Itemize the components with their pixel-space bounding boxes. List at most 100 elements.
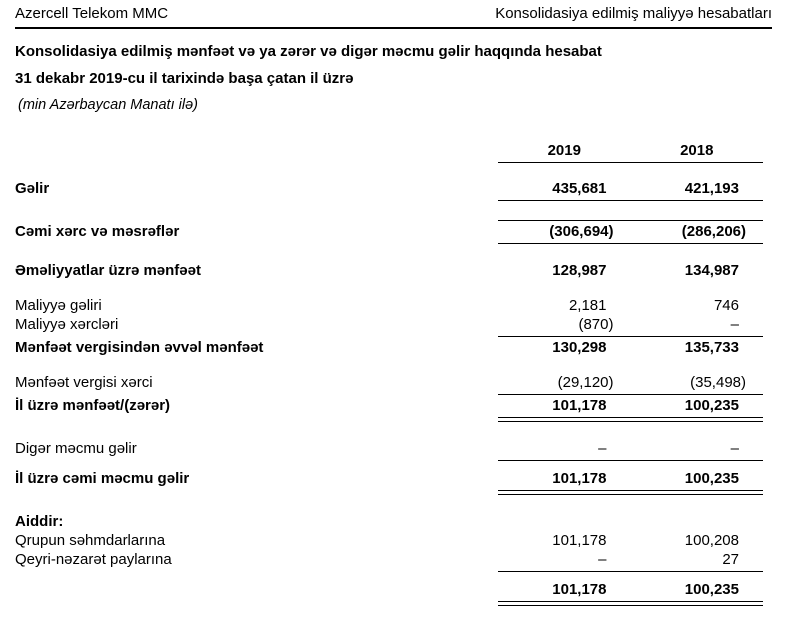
row-values: – – bbox=[498, 439, 763, 458]
row-values: 101,178 100,235 bbox=[498, 469, 763, 488]
value-year2: 100,235 bbox=[684, 397, 739, 414]
value-year1: 101,178 bbox=[552, 581, 607, 598]
single-rule-row bbox=[15, 458, 772, 462]
double-rule bbox=[498, 490, 763, 495]
row-label: Gəlir bbox=[15, 180, 50, 197]
document-header: Azercell Telekom MMC Konsolidasiya edilm… bbox=[15, 6, 772, 29]
table-row: Gəlir 435,681 421,193 bbox=[15, 179, 772, 198]
value-year1: 2,181 bbox=[568, 297, 607, 314]
value-year2: 27 bbox=[722, 551, 739, 568]
row-gap bbox=[15, 163, 772, 179]
table-row: Aiddir: bbox=[15, 512, 772, 531]
company-name: Azercell Telekom MMC bbox=[15, 5, 169, 22]
double-rule-row bbox=[15, 415, 772, 423]
row-label: İl üzrə cəmi məcmu gəlir bbox=[15, 470, 190, 487]
row-gap bbox=[15, 462, 772, 469]
table-row: 101,178 100,235 bbox=[15, 580, 772, 599]
row-values: (306,694) (286,206) bbox=[498, 222, 763, 241]
value-year1: (306,694) bbox=[549, 223, 614, 240]
year-column-header-1: 2019 bbox=[547, 142, 581, 159]
statement-period: 31 dekabr 2019-cu il tarixində başa çata… bbox=[15, 70, 354, 87]
row-label: Aiddir: bbox=[15, 513, 64, 530]
row-label: Qeyri-nəzarət paylarına bbox=[15, 551, 172, 568]
row-gap bbox=[15, 280, 772, 296]
value-year2: 134,987 bbox=[684, 262, 739, 279]
row-values: 101,178 100,235 bbox=[498, 396, 763, 415]
table-row: Qrupun səhmdarlarına 101,178 100,208 bbox=[15, 531, 772, 550]
table-row: Əməliyyatlar üzrə mənfəət 128,987 134,987 bbox=[15, 261, 772, 280]
row-values: 101,178 100,208 bbox=[498, 531, 763, 550]
value-year2: 100,208 bbox=[684, 532, 739, 549]
rule-spacer bbox=[15, 198, 498, 202]
row-values: 101,178 100,235 bbox=[498, 580, 763, 599]
double-rule-row bbox=[15, 488, 772, 496]
table-row: İl üzrə cəmi məcmu gəlir 101,178 100,235 bbox=[15, 469, 772, 488]
row-label: Cəmi xərc və məsrəflər bbox=[15, 223, 180, 240]
value-year2: 100,235 bbox=[684, 581, 739, 598]
year-column-header-2: 2018 bbox=[680, 142, 714, 159]
currency-note: (min Azərbaycan Manatı ilə) bbox=[18, 97, 198, 113]
row-gap bbox=[15, 357, 772, 373]
value-year2 bbox=[631, 512, 764, 531]
value-year1: (870) bbox=[578, 316, 614, 333]
single-rule-row bbox=[15, 569, 772, 573]
rule-spacer bbox=[15, 488, 498, 496]
table-row: Maliyyə xərcləri (870) – bbox=[15, 315, 772, 334]
row-gap bbox=[15, 496, 772, 512]
row-values: 130,298 135,733 bbox=[498, 338, 763, 357]
row-label: Mənfəət vergisindən əvvəl mənfəət bbox=[15, 339, 264, 356]
value-year1: 101,178 bbox=[552, 470, 607, 487]
rule-spacer bbox=[15, 241, 498, 245]
row-label: Maliyyə gəliri bbox=[15, 297, 102, 314]
row-values: 128,987 134,987 bbox=[498, 261, 763, 280]
single-rule-row bbox=[15, 218, 772, 222]
single-rule bbox=[498, 460, 763, 461]
value-year1: 435,681 bbox=[552, 180, 607, 197]
value-year1 bbox=[498, 512, 631, 531]
single-rule-row bbox=[15, 392, 772, 396]
row-gap bbox=[15, 202, 772, 218]
row-values bbox=[498, 512, 763, 531]
double-rule-row bbox=[15, 599, 772, 607]
row-gap bbox=[15, 423, 772, 439]
row-label: Maliyyə xərcləri bbox=[15, 316, 119, 333]
rule-spacer bbox=[15, 458, 498, 462]
table-row: Mənfəət vergisindən əvvəl mənfəət 130,298… bbox=[15, 338, 772, 357]
financial-statement-page: Azercell Telekom MMC Konsolidasiya edilm… bbox=[15, 6, 772, 607]
row-values: 2,181 746 bbox=[498, 296, 763, 315]
single-rule bbox=[498, 336, 763, 337]
value-year1: – bbox=[598, 551, 607, 568]
single-rule bbox=[498, 220, 763, 221]
double-rule bbox=[498, 417, 763, 422]
statement-table: 2019 2018 Gəlir 435,681 421,193 Cəmi xərc v… bbox=[15, 141, 772, 607]
table-row: İl üzrə mənfəət/(zərər) 101,178 100,235 bbox=[15, 396, 772, 415]
row-gap bbox=[15, 573, 772, 580]
rule-spacer bbox=[15, 569, 498, 573]
statement-table-body: Gəlir 435,681 421,193 Cəmi xərc və məsrəflə… bbox=[15, 163, 772, 607]
value-year1: 130,298 bbox=[552, 339, 607, 356]
table-row: Mənfəət vergisi xərci (29,120) (35,498) bbox=[15, 373, 772, 392]
table-row: Maliyyə gəliri 2,181 746 bbox=[15, 296, 772, 315]
rule-spacer bbox=[15, 415, 498, 423]
value-year2: 746 bbox=[713, 297, 739, 314]
value-year1: 101,178 bbox=[552, 397, 607, 414]
report-type-label: Konsolidasiya edilmiş maliyyə hesabatlar… bbox=[495, 5, 772, 22]
row-gap bbox=[15, 245, 772, 261]
statement-title: Konsolidasiya edilmiş mənfəət və ya zərə… bbox=[15, 43, 602, 60]
column-header-spacer bbox=[15, 141, 498, 163]
single-rule bbox=[498, 200, 763, 201]
row-label: Digər məcmu gəlir bbox=[15, 440, 137, 457]
row-values: (29,120) (35,498) bbox=[498, 373, 763, 392]
column-headers: 2019 2018 bbox=[498, 141, 763, 163]
row-label: Əməliyyatlar üzrə mənfəət bbox=[15, 262, 201, 279]
value-year2: 135,733 bbox=[684, 339, 739, 356]
row-values: 435,681 421,193 bbox=[498, 179, 763, 198]
row-values: (870) – bbox=[498, 315, 763, 334]
value-year1: 101,178 bbox=[552, 532, 607, 549]
value-year1: 128,987 bbox=[552, 262, 607, 279]
single-rule-row bbox=[15, 334, 772, 338]
double-rule bbox=[498, 601, 763, 606]
single-rule-row bbox=[15, 198, 772, 202]
single-rule bbox=[498, 571, 763, 572]
column-header-row: 2019 2018 bbox=[15, 141, 772, 163]
